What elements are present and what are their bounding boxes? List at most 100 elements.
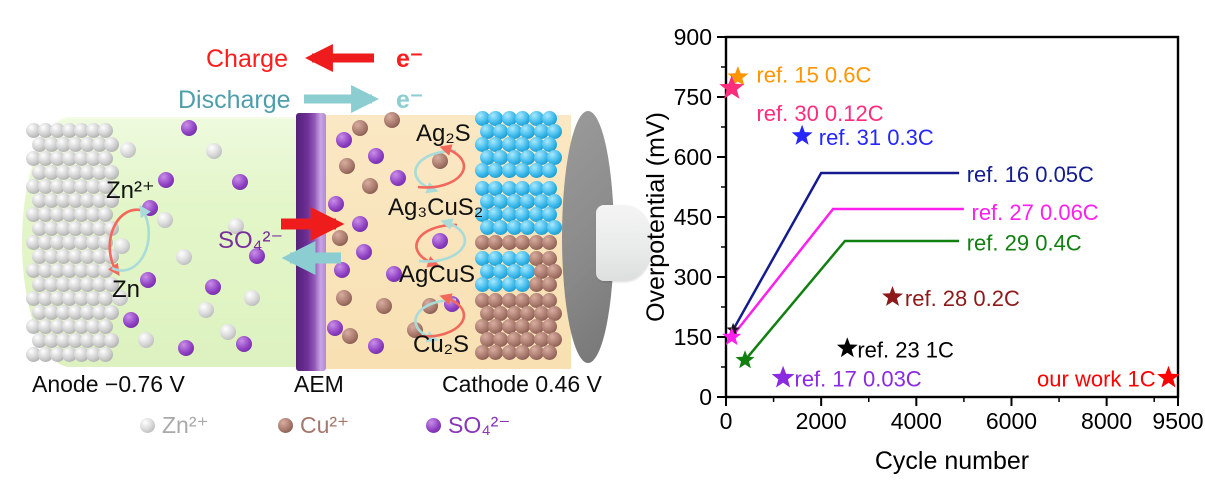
cathode-caption: Cathode 0.46 V: [442, 371, 602, 397]
zn-lattice-sphere: [25, 234, 41, 250]
sulfate-ion-sphere: [232, 174, 248, 190]
zn-metal-label: Zn: [112, 276, 141, 303]
cu-ion-sphere: [432, 153, 448, 169]
ag2s-particle-sphere: [533, 193, 549, 209]
ag2s-particle-sphere: [515, 206, 530, 222]
ag2s-particle-sphere: [533, 220, 549, 236]
zn-lattice-sphere: [25, 178, 41, 194]
ag2s-particle-sphere: [533, 123, 549, 139]
cu2s-particle-sphere: [542, 318, 557, 334]
ag2s-particle-sphere: [506, 150, 522, 166]
zn-lattice-sphere: [37, 290, 53, 306]
zn-lattice-sphere: [31, 248, 47, 264]
sulfate-ion-sphere: [368, 148, 384, 164]
zn-lattice-sphere: [97, 178, 113, 194]
ag2s-particle-sphere: [542, 180, 557, 196]
series-label-8: ref. 17 0.03C: [795, 367, 922, 392]
legend-sphere-icon: [278, 417, 293, 433]
cu2s-particle-sphere: [547, 263, 562, 279]
y-tick-label: 0: [699, 384, 712, 410]
ag2s-particle-sphere: [520, 123, 535, 139]
zn-lattice-sphere: [79, 136, 95, 152]
zn-ion-sphere: [220, 324, 236, 340]
ag2s-particle-sphere: [515, 136, 530, 152]
cu2s-particle-sphere: [528, 318, 544, 334]
cathode-cycle-arrows-3-icon: [414, 293, 466, 343]
zn-lattice-sphere: [85, 178, 101, 194]
cu2s-particle-sphere: [542, 234, 557, 250]
ag2s-particle-sphere: [501, 180, 517, 196]
sulfate-ion-sphere: [140, 272, 156, 288]
zn-lattice-sphere: [79, 276, 95, 292]
ag2s-particle-sphere: [520, 220, 535, 236]
zn-lattice-sphere: [67, 220, 83, 236]
cu2s-particle-sphere: [506, 305, 522, 321]
zn-ion-sphere: [176, 249, 192, 265]
zn-lattice-sphere: [25, 290, 41, 306]
zn-lattice-sphere: [61, 262, 77, 278]
zn-lattice-sphere: [43, 304, 59, 320]
zn-ion-sphere: [112, 290, 128, 306]
zn-lattice-sphere: [103, 304, 119, 320]
ag2s-particle-sphere: [542, 206, 557, 222]
zn-lattice-sphere: [85, 122, 101, 138]
cu2s-particle-sphere: [474, 234, 490, 250]
zn-lattice-sphere: [103, 332, 119, 348]
legend-sphere-icon: [426, 417, 441, 433]
zn-lattice-sphere: [49, 150, 65, 166]
cu-ion-sphere: [407, 322, 423, 338]
series-star-marker-8: [771, 365, 795, 388]
ag2s-particle-sphere: [474, 136, 490, 152]
zn-lattice-sphere: [85, 346, 101, 362]
zn-ion-sphere: [206, 143, 222, 159]
zn-lattice-sphere: [79, 164, 95, 180]
arrows-layer: [108, 44, 467, 343]
zn-lattice-sphere: [25, 150, 41, 166]
zn-ion-label: Zn²⁺: [106, 177, 155, 204]
zn-lattice-sphere: [73, 206, 89, 222]
ag2s-particle-sphere: [542, 136, 557, 152]
cu2s-particle-sphere: [479, 305, 495, 321]
ag2s-particle-sphere: [533, 150, 549, 166]
sulfate-ion-sphere: [236, 336, 252, 352]
zn-lattice-sphere: [49, 262, 65, 278]
ag2s-particle-sphere: [520, 150, 535, 166]
cathode-cycle-arrows-2-icon: [415, 218, 467, 268]
ag2s-particle-sphere: [506, 263, 522, 279]
ag2s-particle-sphere: [547, 150, 562, 166]
ag2s-particle-sphere: [547, 193, 562, 209]
zn-lattice-sphere: [37, 178, 53, 194]
zn-lattice-sphere: [61, 206, 77, 222]
cathode-cycle-arrows-1-icon: [414, 144, 466, 194]
sulfate-ion-sphere: [356, 244, 372, 260]
cu2s-particle-sphere: [520, 332, 535, 348]
zn-lattice-sphere: [43, 164, 59, 180]
x-axis-title: Cycle number: [875, 447, 1029, 475]
sulfate-ion-sphere: [432, 233, 448, 249]
cu2s-particle-sphere: [528, 292, 544, 308]
zn-lattice-sphere: [37, 234, 53, 250]
sulfate-ion-sphere: [352, 216, 368, 232]
zn-ion-sphere: [138, 332, 154, 348]
cu2s-particle-sphere: [488, 318, 503, 334]
zn-lattice-sphere: [55, 136, 71, 152]
legend-item-so4: SO₄²⁻: [426, 412, 510, 438]
x-tick-label: 9500: [1152, 408, 1203, 434]
sulfate-ion-sphere: [336, 132, 352, 148]
zn-lattice-sphere: [67, 304, 83, 320]
zn-lattice-sphere: [103, 192, 119, 208]
zn-ion-sphere: [244, 290, 260, 306]
cu2s-particle-sphere: [533, 332, 549, 348]
series-star-marker-2: [791, 124, 813, 145]
cu2s-particle-sphere: [528, 250, 544, 266]
ag2s-particle-sphere: [501, 163, 517, 179]
legend-sphere-icon: [140, 417, 155, 433]
ag2s-particle-sphere: [479, 263, 495, 279]
zn-lattice-sphere: [25, 318, 41, 334]
series-star-marker-3: [726, 322, 740, 336]
ag2s-particle-sphere: [488, 180, 503, 196]
zn-ion-sphere: [114, 238, 130, 254]
ag2s-particle-sphere: [501, 206, 517, 222]
cu2s-particle-sphere: [493, 305, 508, 321]
zn-lattice-sphere: [97, 290, 113, 306]
